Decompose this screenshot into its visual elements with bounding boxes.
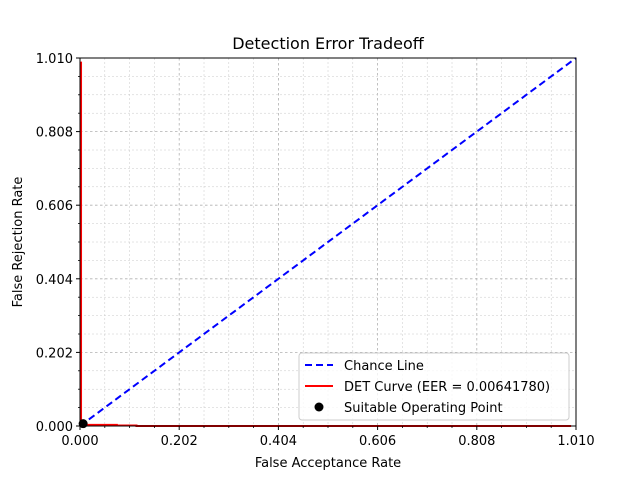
x-tick-label: 0.000 — [61, 434, 98, 449]
y-tick-label: 0.202 — [36, 346, 73, 361]
y-tick-label: 0.000 — [36, 420, 73, 435]
x-tick-label: 0.404 — [260, 434, 297, 449]
x-tick-label: 0.606 — [359, 434, 396, 449]
x-tick-label: 0.808 — [458, 434, 495, 449]
y-tick-label: 0.606 — [36, 199, 73, 214]
chance-line — [79, 57, 577, 427]
x-axis-label: False Acceptance Rate — [255, 456, 401, 471]
y-axis-label: False Rejection Rate — [11, 177, 26, 308]
legend-chance-line-label: Chance Line — [344, 359, 424, 374]
legend-operating-point-swatch — [314, 402, 324, 412]
legend-operating-point-label: Suitable Operating Point — [344, 401, 503, 416]
legend-det-curve-label: DET Curve (EER = 0.00641780) — [344, 380, 550, 395]
x-tick-label: 0.202 — [161, 434, 198, 449]
y-tick-label: 1.010 — [36, 52, 73, 67]
legend-box — [298, 352, 570, 421]
axis-ticks: 0.000 0.202 0.404 0.606 0.808 1.010 0.000 0.202… — [36, 52, 595, 449]
x-tick-label: 1.010 — [557, 434, 594, 449]
legend: Chance Line DET Curve (EER = 0.00641780)… — [298, 352, 570, 421]
chart-title: Detection Error Tradeoff — [232, 34, 424, 53]
y-tick-label: 0.404 — [36, 273, 73, 288]
y-tick-label: 0.808 — [36, 126, 73, 141]
